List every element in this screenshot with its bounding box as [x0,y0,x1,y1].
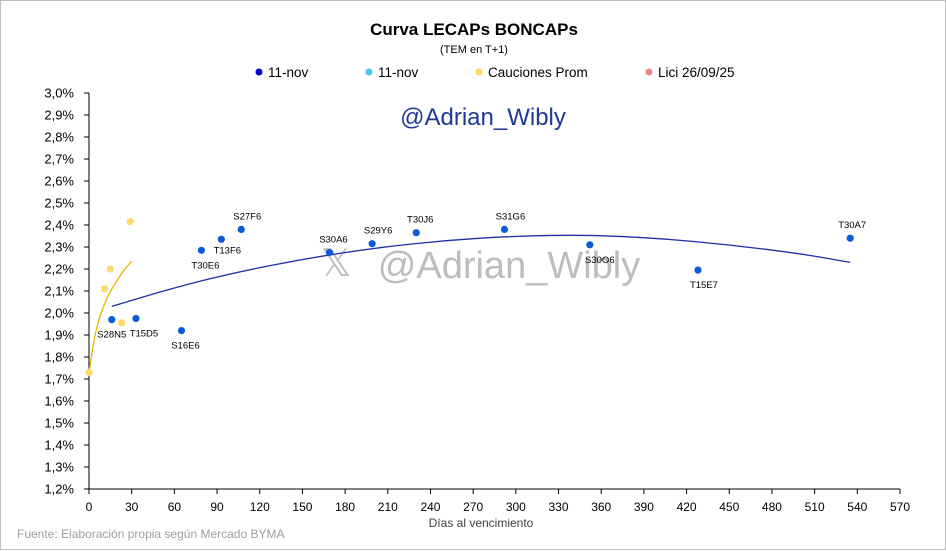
point-label: S31G6 [496,211,526,222]
point-s29y6 [368,240,376,248]
point-label: T30J6 [407,215,433,226]
x-tick-label: 360 [591,500,611,514]
point-t30e6 [197,246,206,254]
x-tick-label: 210 [378,500,398,514]
point-label: T30A7 [838,220,866,231]
y-tick-label: 2,7% [44,152,74,167]
y-tick-label: 1,2% [44,482,74,497]
x-tick-label: 570 [890,500,910,514]
point-s31g6 [500,225,509,233]
y-tick-label: 1,4% [44,438,74,453]
point-t15d5 [132,314,140,323]
y-tick-label: 2,8% [44,130,74,145]
y-tick-label: 1,8% [44,350,74,365]
point-caucion [126,218,134,226]
point-s30o6 [586,241,594,249]
x-axis-label: Días al vencimiento [429,516,534,530]
x-tick-label: 510 [805,500,825,514]
point-label: S16E6 [171,341,200,352]
y-tick-label: 2,6% [44,174,74,189]
y-tick-label: 2,1% [44,284,74,299]
point-label: T13F6 [214,245,241,256]
y-tick-label: 1,6% [44,394,74,409]
x-logo-icon: 𝕏 [321,243,352,285]
trendline-11-nov [111,234,851,308]
legend-marker [475,68,483,76]
legend-label: Lici 26/09/25 [658,65,735,80]
x-tick-label: 240 [420,500,440,514]
watermark-center: @Adrian_Wibly [378,245,640,287]
x-tick-label: 60 [168,500,182,514]
y-tick-label: 2,2% [44,262,74,277]
y-tick-label: 3,0% [44,86,74,101]
point-s16e6 [177,327,186,335]
x-tick-label: 0 [86,500,93,514]
point-t13f6 [217,235,225,243]
trendlines [88,234,851,373]
chart-subtitle: (TEM en T+1) [440,44,508,56]
point-t30j6 [412,229,420,237]
y-tick-label: 1,5% [44,416,74,431]
legend-marker [255,68,263,76]
point-caucion [118,319,126,327]
watermark-center-group: 𝕏 @Adrian_Wibly [321,243,641,287]
x-tick-label: 540 [847,500,867,514]
point-label: S27F6 [233,211,261,222]
x-tick-label: 90 [210,500,224,514]
point-caucion [101,285,109,293]
x-tick-label: 450 [719,500,739,514]
legend-label: 11-nov [268,65,309,80]
x-tick-label: 270 [463,500,483,514]
trendline-cauciones-prom [88,260,133,373]
x-tick-label: 30 [125,500,139,514]
point-t15e7 [694,266,702,274]
y-tick-label: 2,9% [44,108,74,123]
point-label: T15E7 [690,280,718,291]
y-tick-label: 2,4% [44,218,74,233]
legend-label: 11-nov [378,65,419,80]
y-tick-label: 2,3% [44,240,74,255]
point-label: S30A6 [319,235,348,246]
x-tick-label: 390 [634,500,654,514]
legend-marker [645,68,653,76]
legend-marker [365,68,373,76]
legend-label: Cauciones Prom [488,65,588,80]
point-caucion [85,368,93,376]
point-label: S28N5 [97,330,126,341]
x-tick-label: 420 [677,500,697,514]
chart-title: Curva LECAPs BONCAPs [370,20,578,39]
y-tick-label: 1,3% [44,460,74,475]
watermark-handle: @Adrian_Wibly [400,104,566,131]
point-s28n5 [108,316,116,324]
y-tick-label: 2,5% [44,196,74,211]
point-caucion [106,265,114,273]
y-tick-label: 2,0% [44,306,74,321]
y-tick-label: 1,7% [44,372,74,387]
x-tick-label: 330 [549,500,569,514]
x-tick-label: 300 [506,500,526,514]
point-s27f6 [237,225,245,233]
x-tick-label: 120 [250,500,270,514]
point-label: T15D5 [130,329,159,340]
point-label: S30O6 [585,255,615,266]
x-tick-label: 480 [762,500,782,514]
x-tick-label: 180 [335,500,355,514]
data-points: S28N5 T15D5 S16E6 T30E6 T13F6 S27F6 S30A6 S29Y6… [85,211,866,376]
y-tick-label: 1,9% [44,328,74,343]
point-label: S29Y6 [364,226,393,237]
point-s30a6 [325,248,334,257]
legend: 11-nov 11-nov Cauciones Prom Lici 26/09/25 [255,65,735,80]
source-note: Fuente: Elaboración propia según Mercado… [17,527,285,541]
point-t30a7 [846,234,854,242]
point-label: T30E6 [191,260,219,271]
x-tick-label: 150 [292,500,312,514]
axes: 1,2% 1,3% 1,4% 1,5% 1,6% 1,7% 1,8% 1,9% 2,0% 2,1%… [44,86,910,515]
